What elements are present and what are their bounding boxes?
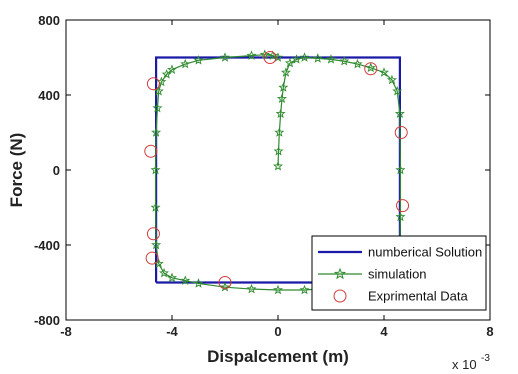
legend-label: Exprimental Data [368,289,468,304]
simulation-point [339,55,350,66]
simulation-point [246,283,257,294]
simulation-point [291,54,302,64]
simulation-point [325,54,337,64]
simulation-point [273,284,283,295]
simulation-point [379,67,389,77]
x-multiplier-label: x 10 [452,357,477,372]
simulation-point [280,67,291,77]
simulation-point [312,53,323,63]
x-tick-label: 8 [486,324,493,339]
simulation-point [193,278,204,288]
x-tick-label: 4 [380,324,388,339]
simulation-point [395,164,406,175]
simulation-point [259,49,270,59]
legend-entries: numberical Solution simulation Exprimental… [318,245,482,304]
simulation-point [166,272,178,283]
simulation-point [150,164,161,175]
simulation-point [299,52,310,62]
simulation-point [278,82,289,92]
experimental-point [146,77,160,91]
experimental-point [394,126,408,139]
simulation-point [276,93,287,104]
simulation-point [180,58,191,69]
simulation-point [151,239,162,250]
y-tick-label: 400 [38,88,60,103]
simulation-point [273,145,284,156]
experimental-point [364,62,378,76]
legend-swatch-experimental [333,289,347,303]
simulation-point [166,64,178,74]
simulation-point [299,284,310,295]
simulation-point [273,160,283,171]
simulation-point [150,202,161,212]
experimental-point [144,144,158,158]
x-tick-label: -8 [60,324,72,339]
legend-box [311,235,487,311]
y-tick-label: -800 [34,313,60,328]
simulation-point [395,211,406,222]
x-tick-label: 0 [274,324,281,339]
legend-star-marker [333,267,347,280]
simulation-point [275,108,286,119]
legend-label: simulation [368,267,427,282]
simulation-point [274,127,285,137]
x-multiplier-exponent: -3 [481,353,490,364]
experimental-point [218,276,232,289]
simulation-point [246,50,257,60]
simulation-point [392,85,403,96]
simulation-point [193,55,204,65]
simulation-point [220,52,230,62]
y-tick-label: 0 [53,163,60,178]
x-tick-label: -4 [166,324,178,339]
simulation-point [284,57,295,68]
experimental-point [146,227,160,241]
simulation-point [180,275,191,285]
y-tick-label: 800 [38,13,60,28]
simulation-point [352,58,363,69]
y-tick-label: -400 [34,238,60,253]
experimental-point [145,251,159,265]
simulation-point [152,102,163,113]
experimental-point [263,51,277,64]
x-axis-label: Dispalcement (m) [207,347,349,366]
simulation-point [153,85,164,96]
simulation-point [273,52,283,62]
simulation-point [394,108,405,119]
simulation-point [151,127,162,137]
simulation-point [386,74,397,85]
simulation-point [159,267,170,278]
experimental-point [396,199,410,213]
legend-label: numberical Solution [368,245,482,260]
legend: numberical Solution simulation Exprimental… [311,235,487,311]
simulation-point [365,62,376,73]
axis-ticks: -8 -4 0 4 8 800 400 0 -400 -800 [34,13,494,339]
y-axis-label: Force (N) [7,133,26,208]
